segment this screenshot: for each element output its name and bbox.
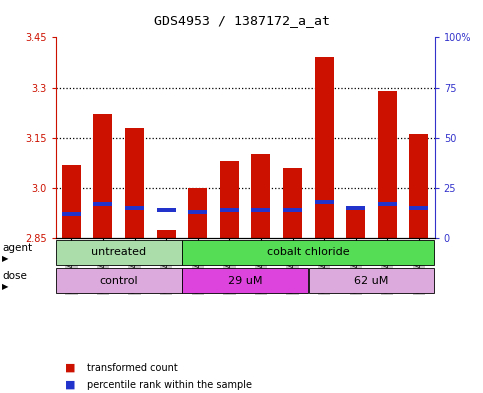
Bar xyxy=(94,114,113,238)
Bar xyxy=(220,208,239,212)
Bar xyxy=(156,208,176,212)
Text: ▶: ▶ xyxy=(2,254,9,263)
Bar xyxy=(314,200,334,204)
Bar xyxy=(252,154,270,238)
Text: dose: dose xyxy=(2,271,28,281)
Text: GDS4953 / 1387172_a_at: GDS4953 / 1387172_a_at xyxy=(154,14,329,27)
Text: 29 uM: 29 uM xyxy=(228,275,262,286)
Bar xyxy=(378,202,397,206)
Text: ▶: ▶ xyxy=(2,282,9,291)
Bar xyxy=(188,210,207,214)
Bar xyxy=(309,268,434,293)
Bar xyxy=(182,240,434,265)
Bar xyxy=(410,134,428,238)
Bar xyxy=(283,208,302,212)
Bar xyxy=(156,230,176,238)
Text: agent: agent xyxy=(2,243,32,253)
Bar xyxy=(62,165,81,238)
Bar xyxy=(346,206,365,210)
Bar xyxy=(94,202,113,206)
Bar xyxy=(62,212,81,216)
Text: 62 uM: 62 uM xyxy=(355,275,389,286)
Bar xyxy=(410,206,428,210)
Bar xyxy=(314,57,334,238)
Bar xyxy=(220,161,239,238)
Bar xyxy=(283,168,302,238)
Bar xyxy=(125,128,144,238)
Text: cobalt chloride: cobalt chloride xyxy=(267,247,350,257)
Bar xyxy=(252,208,270,212)
Text: transformed count: transformed count xyxy=(87,363,178,373)
Text: percentile rank within the sample: percentile rank within the sample xyxy=(87,380,252,390)
Text: ■: ■ xyxy=(65,380,76,390)
Bar xyxy=(378,91,397,238)
Bar xyxy=(346,208,365,238)
Bar xyxy=(125,206,144,210)
Text: control: control xyxy=(99,275,138,286)
Bar xyxy=(182,268,308,293)
Text: untreated: untreated xyxy=(91,247,146,257)
Text: ■: ■ xyxy=(65,363,76,373)
Bar xyxy=(56,268,182,293)
Bar xyxy=(56,240,182,265)
Bar xyxy=(188,188,207,238)
